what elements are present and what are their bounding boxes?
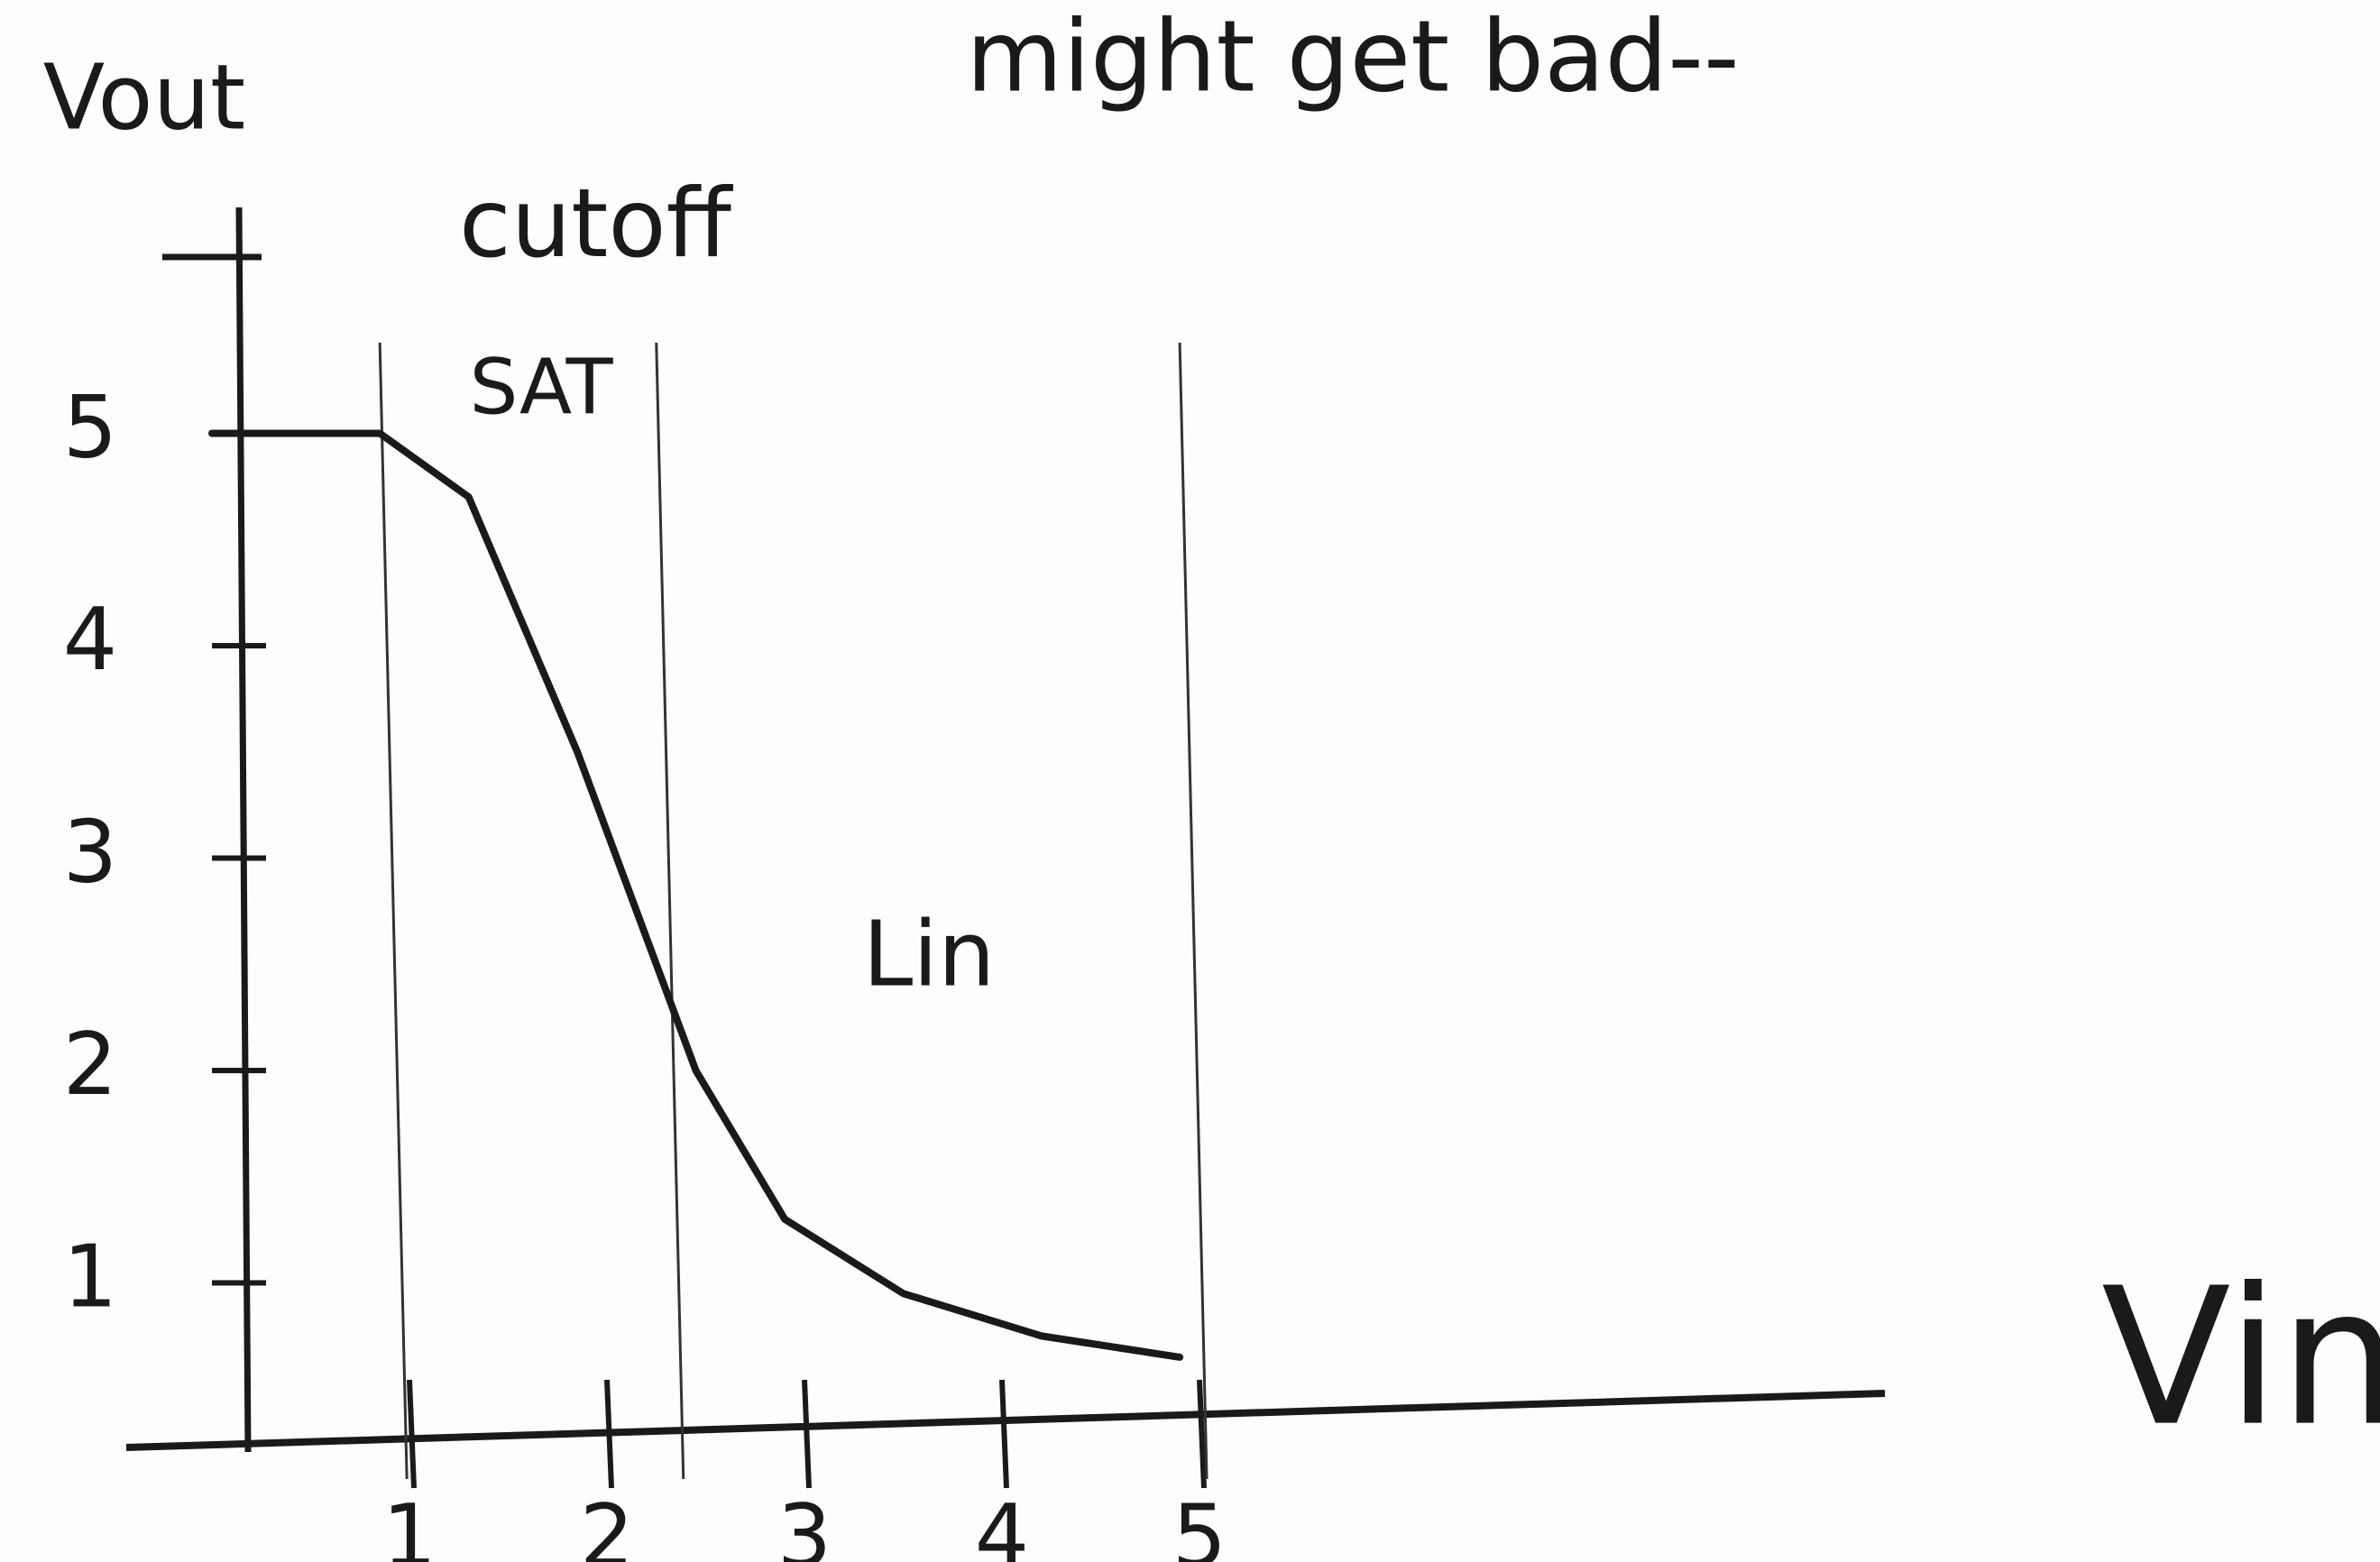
y-tick-label: 1 <box>63 1227 117 1327</box>
region-boundary <box>657 343 684 1479</box>
y-axis <box>239 207 248 1452</box>
y-tick-label: 5 <box>63 378 117 477</box>
y-tick-label: 4 <box>63 591 117 690</box>
page: {"chart_data": { "type": "line", "title"… <box>0 0 2380 1562</box>
annotation: Lin <box>863 901 996 1006</box>
x-tick-label: 1 <box>382 1487 436 1562</box>
x-tick <box>1002 1380 1006 1488</box>
annotation: cutoff <box>459 169 734 279</box>
x-tick <box>607 1380 611 1488</box>
data-line <box>212 434 1180 1357</box>
annotation: SAT <box>469 343 613 432</box>
chart: might get bad-- Vout Vin 1 2 3 4 5 1 2 3 4 5 cutof… <box>0 0 2380 1562</box>
x-axis-label: Vin <box>2101 1247 2380 1468</box>
x-tick <box>1199 1380 1204 1488</box>
x-tick-label: 4 <box>975 1487 1029 1562</box>
x-tick-label: 3 <box>777 1487 832 1562</box>
x-tick-label: 5 <box>1172 1487 1227 1562</box>
y-tick-label: 2 <box>63 1015 117 1115</box>
region-boundary <box>1180 343 1207 1479</box>
y-tick-label: 3 <box>63 803 117 902</box>
x-tick <box>409 1380 414 1488</box>
region-boundary <box>380 343 407 1479</box>
y-axis-label: Vout <box>43 44 245 150</box>
chart-title: might get bad-- <box>966 0 1739 114</box>
x-tick-label: 2 <box>580 1487 634 1562</box>
x-tick <box>804 1380 809 1488</box>
